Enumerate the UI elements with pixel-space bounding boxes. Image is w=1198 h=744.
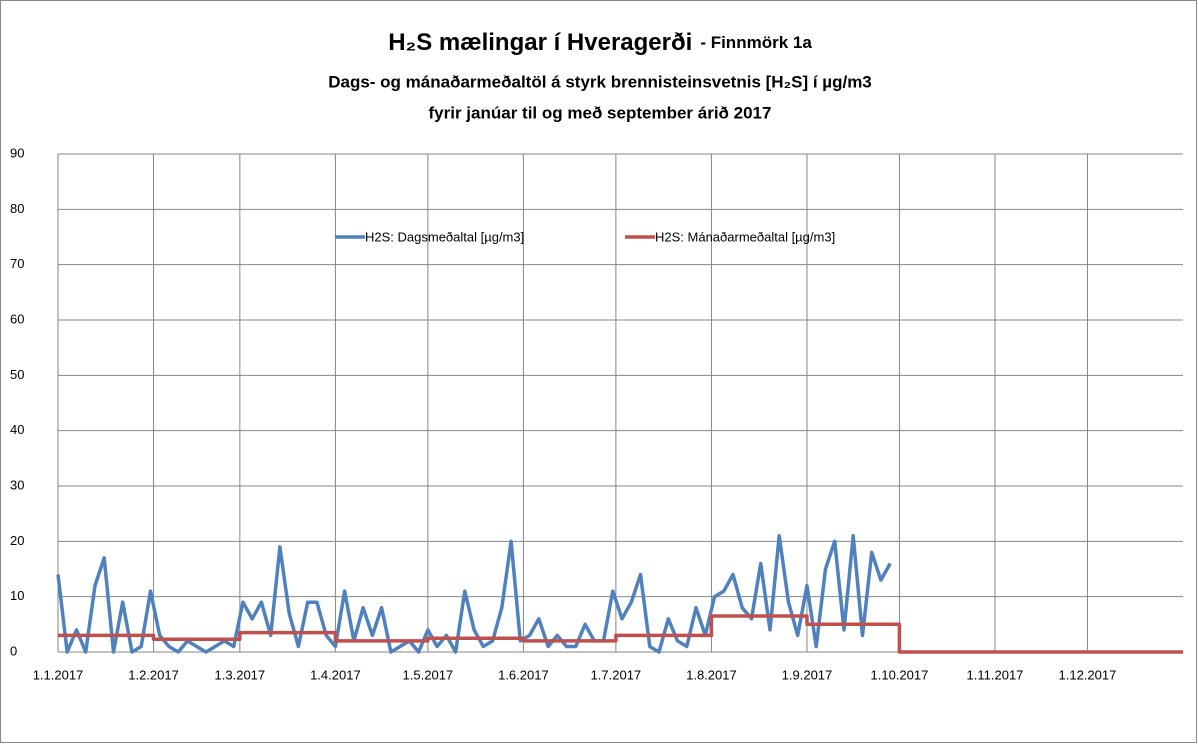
y-tick-label: 0 xyxy=(10,643,17,658)
y-tick-label: 70 xyxy=(10,256,24,271)
x-tick-label: 1.7.2017 xyxy=(591,667,642,682)
y-tick-label: 80 xyxy=(10,201,24,216)
chart-title: H₂S mælingar í Hveragerði - Finnmörk 1a xyxy=(388,29,812,56)
x-tick-label: 1.8.2017 xyxy=(686,667,737,682)
legend-label: H2S: Mánaðarmeðaltal [µg/m3] xyxy=(655,229,835,244)
series-line xyxy=(56,534,892,654)
y-tick-label: 90 xyxy=(10,145,24,160)
x-tick-label: 1.9.2017 xyxy=(782,667,833,682)
x-tick-label: 1.5.2017 xyxy=(403,667,454,682)
subtitle: fyrir janúar til og með september árið 2… xyxy=(429,103,772,122)
y-tick-label: 50 xyxy=(10,367,24,382)
series-line xyxy=(58,614,1183,654)
x-tick-label: 1.11.2017 xyxy=(967,667,1024,682)
y-tick-label: 20 xyxy=(10,533,24,548)
x-tick-label: 1.3.2017 xyxy=(215,667,266,682)
x-tick-label: 1.6.2017 xyxy=(498,667,549,682)
x-tick-label: 1.12.2017 xyxy=(1059,667,1117,682)
title-note: - Finnmörk 1a xyxy=(700,33,812,52)
x-tick-label: 1.10.2017 xyxy=(871,667,929,682)
x-tick-label: 1.1.2017 xyxy=(33,667,84,682)
y-tick-label: 60 xyxy=(10,311,24,326)
subtitle: Dags- og mánaðarmeðaltöl á styrk brennis… xyxy=(328,72,872,91)
x-tick-label: 1.2.2017 xyxy=(128,667,179,682)
title-main: H₂S mælingar í Hveragerði xyxy=(388,29,692,56)
x-tick-label: 1.4.2017 xyxy=(310,667,361,682)
legend-label: H2S: Dagsmeðaltal [µg/m3] xyxy=(365,229,524,244)
y-tick-label: 30 xyxy=(10,477,24,492)
y-tick-label: 40 xyxy=(10,422,24,437)
y-tick-label: 10 xyxy=(10,588,24,603)
